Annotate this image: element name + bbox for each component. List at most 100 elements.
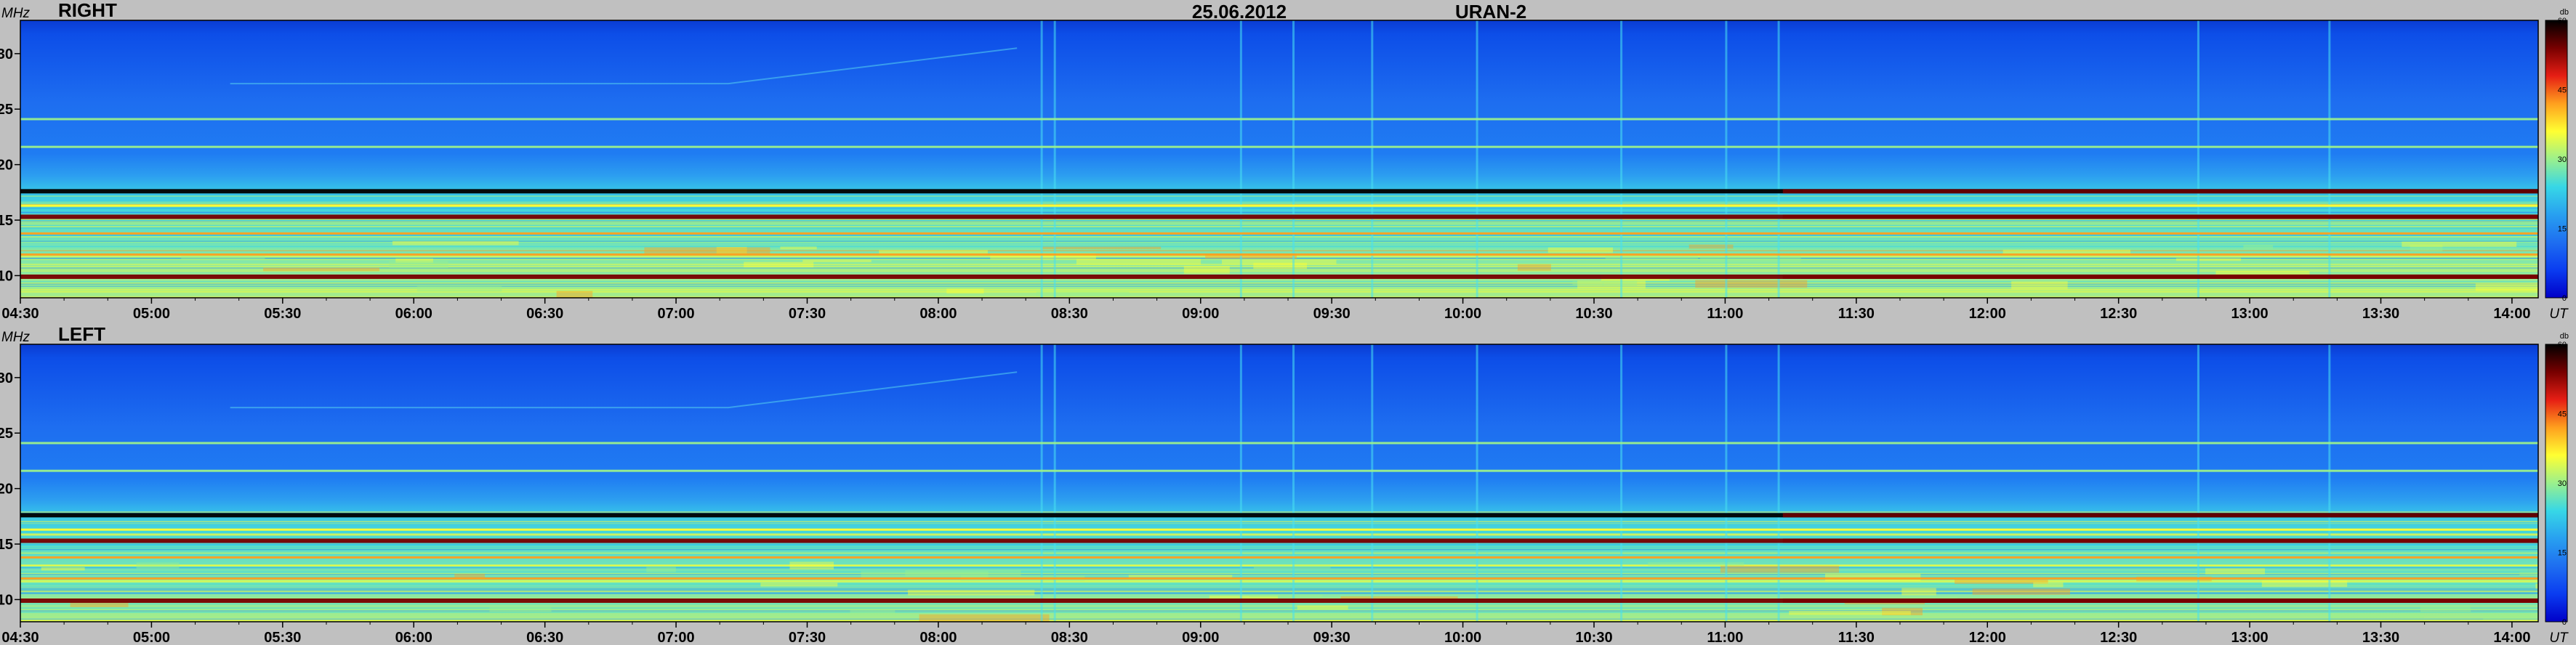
x-tick-label: 13:30 [2362, 306, 2399, 322]
burst-line [1620, 344, 1623, 622]
texture-line [20, 583, 2538, 585]
burst-line [2328, 344, 2331, 622]
texture-line [20, 537, 2538, 538]
texture-line [20, 255, 2538, 257]
x-tick-label: 09:00 [1182, 630, 1219, 645]
texture-line [20, 620, 2538, 621]
texture-line [20, 591, 2538, 593]
texture-patch [1249, 594, 1323, 598]
x-tick-label: 11:00 [1707, 630, 1743, 645]
texture-line [20, 607, 2538, 609]
texture-line [20, 285, 2538, 287]
texture-patch [1972, 588, 2070, 595]
texture-line [20, 283, 2538, 285]
burst-line [1040, 344, 1043, 622]
texture-patch [1695, 280, 1808, 288]
texture-patch [454, 574, 486, 579]
burst-line [1292, 20, 1295, 298]
texture-patch [1253, 262, 1308, 269]
spectrogram-background [20, 20, 2538, 298]
texture-line [20, 614, 2538, 617]
drift-feature [230, 371, 1018, 409]
interference-line [20, 189, 2538, 194]
colorbar-tick-label: 45 [2558, 86, 2567, 95]
burst-line [1476, 344, 1478, 622]
texture-patch [556, 291, 593, 298]
panel-title: RIGHT [58, 0, 117, 21]
texture-line [20, 588, 2538, 589]
texture-line [20, 547, 2538, 549]
texture-patch [2033, 582, 2064, 588]
texture-patch [1882, 607, 1923, 616]
x-tick-label: 12:00 [1969, 306, 2006, 322]
colorbar-tick-label: 15 [2558, 225, 2567, 234]
texture-line [20, 257, 2538, 259]
y-tick-label: 30 [0, 370, 13, 386]
spectrogram-left [20, 344, 2538, 622]
texture-patch [2205, 568, 2265, 575]
texture-patch [2420, 605, 2471, 613]
texture-line [20, 522, 2538, 524]
texture-line [20, 618, 2538, 620]
burst-line [1053, 344, 1056, 622]
texture-patch [2243, 245, 2274, 249]
texture-patch [850, 609, 895, 614]
texture-line [20, 551, 2538, 553]
spectrogram-background [20, 344, 2538, 622]
texture-patch [1517, 264, 1551, 271]
texture-line [20, 553, 2538, 554]
x-tick-label: 11:00 [1707, 306, 1743, 322]
texture-line [20, 263, 2538, 264]
texture-line [20, 538, 2538, 539]
texture-line [20, 531, 2538, 533]
colorbar-unit: db [2560, 332, 2569, 341]
texture-line [20, 206, 2538, 208]
x-tick-label: 11:30 [1838, 306, 1875, 322]
texture-line [20, 589, 2538, 591]
texture-patch [879, 250, 988, 256]
x-tick-label: 14:00 [2493, 630, 2530, 645]
texture-patch [744, 261, 814, 268]
texture-line [20, 291, 2538, 293]
texture-line [20, 283, 2538, 284]
x-tick-label: 10:00 [1444, 306, 1481, 322]
texture-patch [1042, 246, 1162, 250]
texture-patch [416, 285, 502, 292]
interference-line [20, 118, 2538, 121]
colorbar-tick-label: 0 [2562, 294, 2567, 303]
texture-patch [1880, 596, 1957, 600]
texture-patch [1547, 247, 1614, 253]
interference-line [1782, 214, 2538, 219]
texture-patch [2402, 241, 2517, 247]
spectrogram-right [20, 20, 2538, 298]
y-tick-label: 10 [0, 592, 13, 608]
texture-line [20, 234, 2538, 236]
colorbar-tick-label: 15 [2558, 549, 2567, 558]
x-tick-label: 10:30 [1575, 630, 1612, 645]
burst-line [2328, 20, 2331, 298]
texture-line [20, 212, 2538, 214]
burst-line [1053, 20, 1056, 298]
texture-line [20, 270, 2538, 272]
texture-patch [905, 569, 1021, 577]
texture-patch [136, 562, 180, 569]
texture-patch [1901, 588, 1936, 596]
texture-line [20, 521, 2538, 522]
texture-line [20, 201, 2538, 203]
y-tick-label: 25 [0, 102, 13, 118]
burst-line [1040, 20, 1043, 298]
texture-line [20, 574, 2538, 575]
x-tick-label: 09:30 [1313, 306, 1351, 322]
texture-patch [2215, 270, 2310, 278]
texture-line [20, 287, 2538, 289]
texture-patch [263, 267, 379, 272]
texture-patch [1297, 605, 1348, 610]
texture-line [20, 246, 2538, 248]
interference-line [20, 469, 2538, 472]
texture-line [20, 585, 2538, 587]
texture-line [20, 285, 2538, 286]
drift-feature [230, 47, 1018, 85]
texture-line [20, 281, 2538, 283]
texture-patch [2003, 249, 2130, 255]
